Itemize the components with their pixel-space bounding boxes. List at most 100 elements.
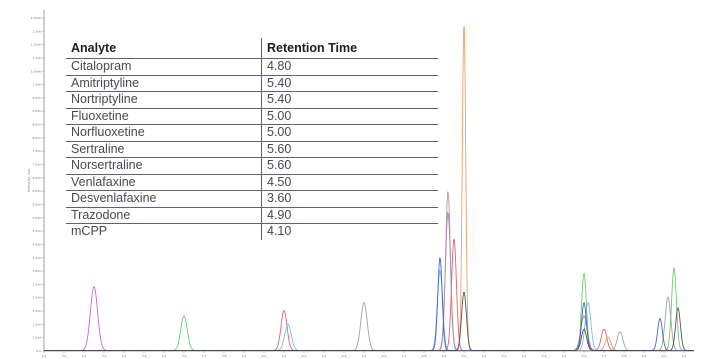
y-tick-label: 1.25e6 xyxy=(31,16,42,20)
table-row: Sertraline 5.60 xyxy=(66,141,438,158)
x-tick-label: 4.6 xyxy=(382,354,387,358)
retention-time-cell: 5.60 xyxy=(261,141,438,158)
retention-time-cell: 5.40 xyxy=(261,75,438,92)
table-row: Amitriptyline 5.40 xyxy=(66,75,438,92)
x-tick-label: 4.9 xyxy=(442,354,447,358)
axes: 0.0 5.0e4 1.0e5 1.5e5 2.0e5 2.5e5 3.0e5 3.5e5 4.… xyxy=(27,10,694,358)
x-tick-label: 4.7 xyxy=(402,354,407,358)
x-tick-label: 5.3 xyxy=(522,354,527,358)
x-tick-label: 3.0 xyxy=(62,354,67,358)
retention-time-cell: 3.60 xyxy=(261,190,438,208)
x-tick-label: 5.6 xyxy=(582,354,587,358)
y-tick-label: 7.5e5 xyxy=(32,149,41,153)
table-row: Nortriptyline 5.40 xyxy=(66,91,438,109)
x-tick-label: 3.5 xyxy=(162,354,167,358)
y-tick-label: 4.5e5 xyxy=(32,229,41,233)
y-tick-label: 7.0e5 xyxy=(32,163,41,167)
y-tick-label: 1.2e6 xyxy=(32,29,41,33)
y-tick-label: 1.1e6 xyxy=(32,56,41,60)
series-group xyxy=(44,26,694,351)
analyte-cell: Desvenlafaxine xyxy=(66,190,262,208)
analyte-cell: Norsertraline xyxy=(66,157,262,175)
y-tick-label: 0.0 xyxy=(36,349,41,353)
analyte-cell: Sertraline xyxy=(66,141,262,158)
x-tick-label: 4.1 xyxy=(282,354,287,358)
analyte-header: Analyte xyxy=(66,38,262,59)
x-tick-label: 3.1 xyxy=(82,354,87,358)
y-axis-title: Intensity, cps xyxy=(27,169,31,193)
y-tick-label: 6.5e5 xyxy=(32,176,41,180)
x-tick-label: 5.5 xyxy=(562,354,567,358)
table-row: Citalopram 4.80 xyxy=(66,58,438,76)
x-tick-label: 4.8 xyxy=(422,354,427,358)
x-tick-label: 3.4 xyxy=(142,354,147,358)
y-tick-label: 1.0e5 xyxy=(32,322,41,326)
y-tick-label: 1.05e6 xyxy=(31,69,42,73)
x-tick-label: 4.0 xyxy=(262,354,267,358)
y-tick-label: 2.5e5 xyxy=(32,282,41,286)
y-tick-label: 1.0e6 xyxy=(32,83,41,87)
analyte-cell: Citalopram xyxy=(66,58,262,76)
x-tick-label: 4.2 xyxy=(302,354,307,358)
x-tick-label: 3.2 xyxy=(102,354,107,358)
retention-time-cell: 4.90 xyxy=(261,207,438,224)
x-tick-label: 5.7 xyxy=(602,354,607,358)
analyte-cell: Trazodone xyxy=(66,207,262,224)
y-tick-label: 6.0e5 xyxy=(32,189,41,193)
x-tick-label: 5.2 xyxy=(502,354,507,358)
retention-time-cell: 5.00 xyxy=(261,124,438,142)
retention-time-cell: 5.40 xyxy=(261,91,438,109)
analyte-cell: Norfluoxetine xyxy=(66,124,262,142)
y-tick-label: 8.0e5 xyxy=(32,136,41,140)
analyte-cell: Nortriptyline xyxy=(66,91,262,109)
y-tick-label: 3.5e5 xyxy=(32,256,41,260)
table-row: Desvenlafaxine 3.60 xyxy=(66,190,438,208)
analyte-cell: Amitriptyline xyxy=(66,75,262,92)
table-row: Norfluoxetine 5.00 xyxy=(66,124,438,142)
retention-time-cell: 4.50 xyxy=(261,174,438,191)
analyte-cell: mCPP xyxy=(71,224,108,238)
x-tick-label: 5.9 xyxy=(642,354,647,358)
x-tick-label: 6.1 xyxy=(682,354,687,358)
y-tick-label: 9.0e5 xyxy=(32,109,41,113)
y-tick-label: 2.0e5 xyxy=(32,296,41,300)
y-tick-label: 1.15e6 xyxy=(31,43,42,47)
retention-time-cell: 4.10 xyxy=(261,223,438,240)
analyte-cell: Fluoxetine xyxy=(66,108,262,125)
table-row: Venlafaxine 4.50 xyxy=(66,174,438,191)
x-tick-label: 2.9 xyxy=(42,354,47,358)
x-tick-label: 4.3 xyxy=(322,354,327,358)
table-row: Fluoxetine 5.00 xyxy=(66,108,438,125)
x-tick-label: 4.5 xyxy=(362,354,367,358)
y-tick-label: 1.5e5 xyxy=(32,309,41,313)
y-tick-label: 8.5e5 xyxy=(32,123,41,127)
table-row: mCPP 4.10 xyxy=(66,223,438,240)
x-tick-label: 3.3 xyxy=(122,354,127,358)
analyte-table: Analyte Retention Time Citalopram 4.80 Am… xyxy=(66,38,438,240)
x-tick-label: 3.6 xyxy=(182,354,187,358)
retention-time-cell: 4.80 xyxy=(261,58,438,76)
x-tick-label: 6.0 xyxy=(662,354,667,358)
x-tick-label: 3.9 xyxy=(242,354,247,358)
y-tick-label: 9.5e5 xyxy=(32,96,41,100)
retention-time-header: Retention Time xyxy=(261,38,438,59)
table-row: Trazodone 4.90 xyxy=(66,207,438,224)
x-tick-label: 3.7 xyxy=(202,354,207,358)
series-line-8 xyxy=(44,291,694,351)
y-tick-label: 3.0e5 xyxy=(32,269,41,273)
y-tick-label: 5.5e5 xyxy=(32,202,41,206)
x-tick-label: 3.8 xyxy=(222,354,227,358)
retention-time-cell: 5.60 xyxy=(261,157,438,175)
retention-time-cell: 5.00 xyxy=(261,108,438,125)
x-tick-label: 5.1 xyxy=(482,354,487,358)
x-tick-label: 5.8 xyxy=(622,354,627,358)
y-tick-label: 5.0e4 xyxy=(32,336,41,340)
x-tick-label: 5.0 xyxy=(462,354,467,358)
y-tick-label: 5.0e5 xyxy=(32,216,41,220)
x-tick-label: 5.4 xyxy=(542,354,547,358)
y-tick-label: 4.0e5 xyxy=(32,242,41,246)
table-header-row: Analyte Retention Time xyxy=(66,38,438,59)
table-row: Norsertraline 5.60 xyxy=(66,157,438,175)
